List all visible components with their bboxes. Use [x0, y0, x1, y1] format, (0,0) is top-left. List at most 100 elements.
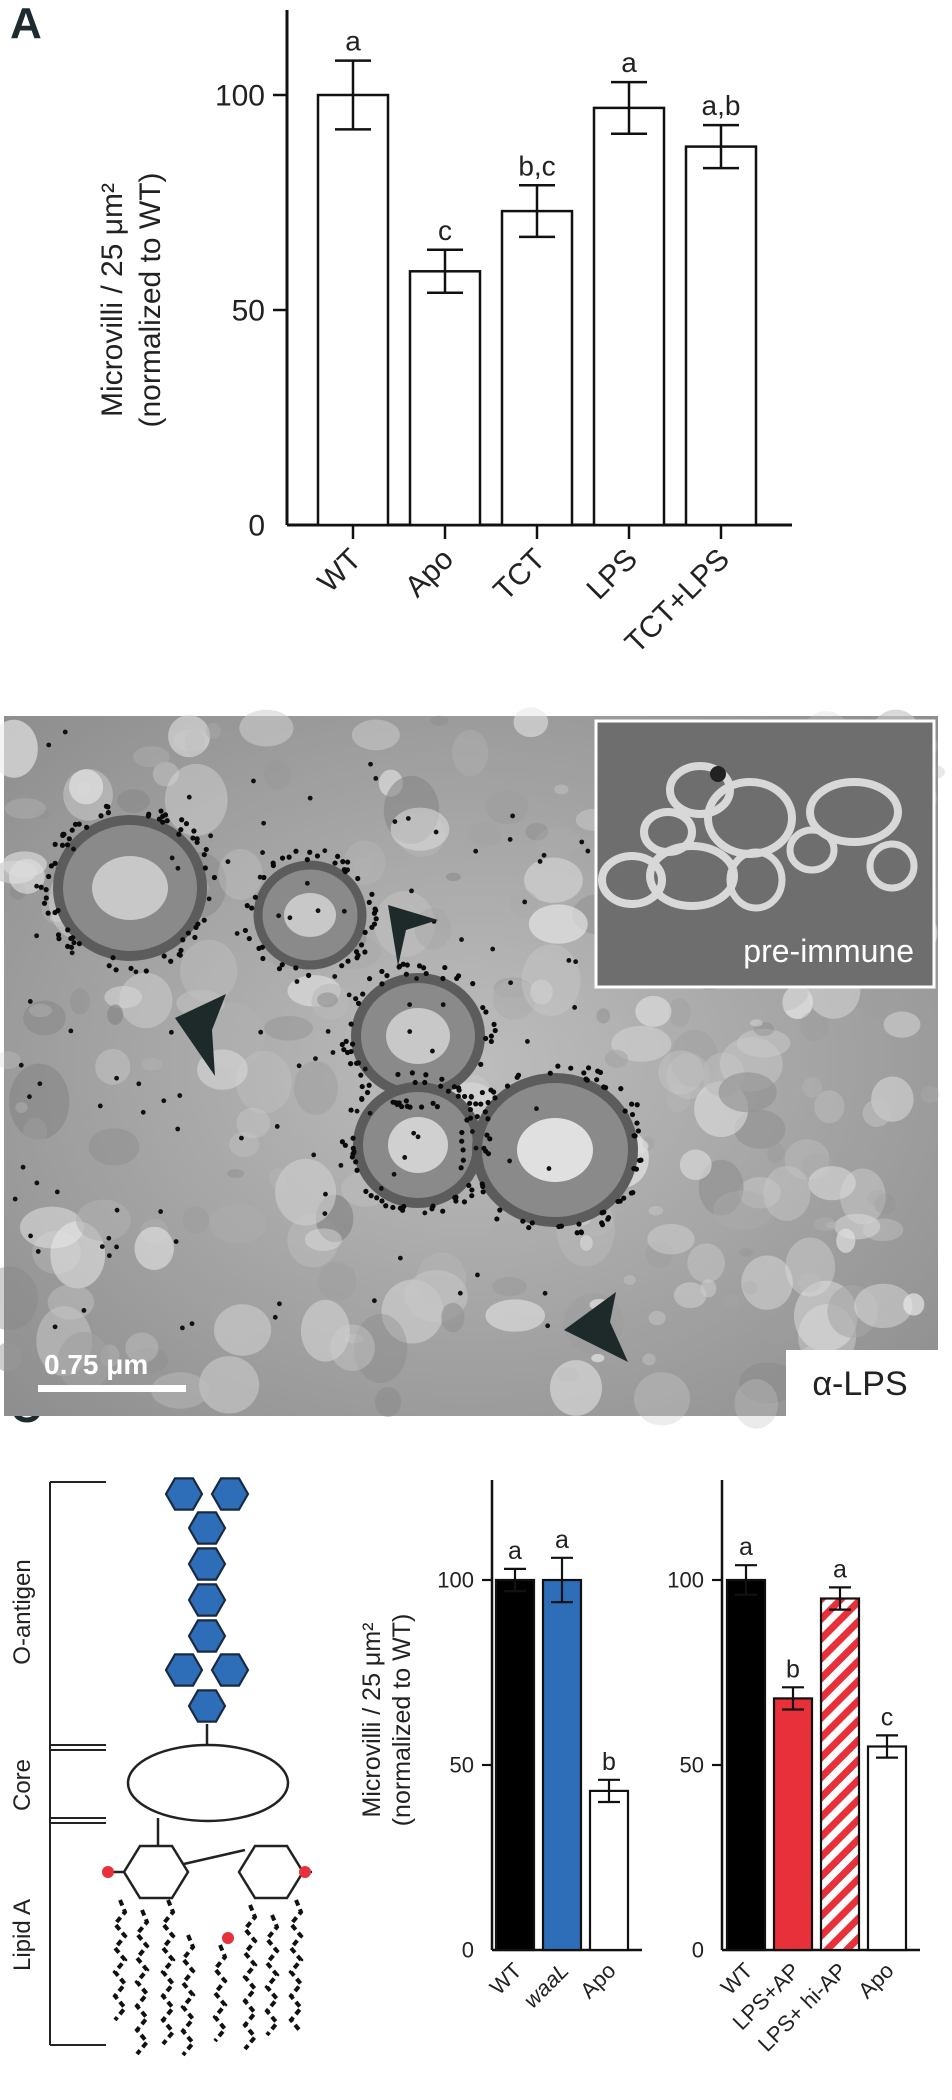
- gold-particle: [169, 855, 175, 861]
- microvillus-3: [351, 973, 485, 1099]
- gold-particle: [52, 860, 58, 866]
- arrowhead-1: [388, 905, 438, 966]
- gold-particle: [430, 1100, 436, 1106]
- gold-particle: [276, 913, 282, 919]
- gold-particle: [460, 1147, 466, 1153]
- gold-particle: [622, 1108, 628, 1114]
- gold-particle: [27, 1094, 32, 1100]
- gold-particle: [546, 1166, 552, 1171]
- texture-blob: [184, 729, 205, 756]
- gold-particle: [480, 1189, 486, 1195]
- microvillus-4: [353, 1082, 483, 1208]
- texture-blob: [69, 769, 104, 805]
- gold-particle: [547, 1070, 553, 1076]
- gold-particle: [342, 869, 349, 875]
- gold-particle: [405, 816, 411, 821]
- sugar-hexagon: [187, 1619, 227, 1653]
- gold-particle: [114, 1244, 119, 1250]
- stain-label: α-LPS: [812, 1365, 907, 1403]
- gold-particle: [18, 1062, 24, 1068]
- chart-a-xtick-label: WT: [312, 543, 368, 599]
- gold-particle: [404, 1103, 410, 1109]
- chart-a-bar: [408, 270, 482, 527]
- gold-particle: [339, 963, 345, 969]
- texture-blob: [452, 729, 489, 777]
- acyl-chain: [180, 1934, 196, 2057]
- gold-particle: [307, 849, 313, 855]
- gold-particle: [106, 1235, 112, 1241]
- gold-particle: [403, 1098, 409, 1104]
- texture-blob: [140, 1058, 163, 1071]
- gold-particle: [434, 1104, 440, 1110]
- acyl-chain: [288, 1899, 304, 2034]
- texture-blob: [57, 1331, 110, 1392]
- gold-particle: [360, 991, 366, 997]
- gold-particle: [164, 818, 170, 824]
- gold-particle: [421, 965, 427, 971]
- gold-particle: [451, 1084, 458, 1090]
- gold-particle: [59, 842, 66, 848]
- texture-blob: [920, 1086, 940, 1104]
- gold-particle: [349, 1041, 356, 1047]
- gold-particle: [484, 1132, 490, 1138]
- gold-particle: [601, 1209, 607, 1215]
- gold-particle: [339, 1139, 346, 1145]
- microvillus-1: [53, 815, 207, 961]
- gold-particle: [128, 965, 134, 971]
- chart-a-xtick-label: LPS: [581, 543, 644, 606]
- gold-particle: [400, 961, 406, 967]
- chart-c1-significance-label: b: [602, 1748, 616, 1776]
- gold-particle: [522, 899, 528, 905]
- gold-particle: [353, 996, 359, 1002]
- texture-blob: [763, 1165, 811, 1221]
- texture-blob: [69, 988, 90, 1015]
- gold-particle: [469, 1187, 475, 1193]
- chart-a-xtick-label: TCT: [487, 543, 552, 608]
- gold-particle: [373, 916, 379, 922]
- gold-particle: [460, 1157, 466, 1163]
- gold-particle: [379, 968, 385, 975]
- gold-particle: [27, 999, 33, 1004]
- gold-particle: [455, 1093, 461, 1099]
- texture-blob: [208, 1203, 267, 1244]
- gold-particle: [304, 857, 310, 863]
- texture-blob: [698, 1159, 744, 1216]
- texture-blob: [862, 1099, 892, 1127]
- gold-particle: [366, 976, 373, 982]
- gold-particle: [76, 821, 82, 827]
- gold-particle: [397, 1255, 403, 1261]
- gold-particle: [211, 874, 218, 881]
- gold-particle: [468, 1093, 474, 1099]
- gold-particle: [277, 1301, 282, 1307]
- gold-particle: [62, 729, 68, 735]
- gold-particle: [635, 1128, 641, 1134]
- texture-blob: [218, 848, 263, 900]
- chart-a-bar: [316, 93, 390, 527]
- texture-blob: [180, 939, 238, 1003]
- gold-particle: [383, 1203, 389, 1209]
- gold-particle: [392, 819, 398, 825]
- texture-blob: [524, 857, 583, 903]
- gold-particle: [335, 853, 341, 859]
- texture-blob: [0, 1051, 21, 1070]
- texture-blob: [791, 1084, 804, 1100]
- gold-particle: [246, 935, 252, 942]
- gold-particle: [54, 1189, 60, 1195]
- gold-particle: [341, 1046, 347, 1053]
- texture-blob: [275, 1158, 337, 1226]
- gold-particle: [482, 1109, 488, 1115]
- texture-blob: [741, 1255, 793, 1310]
- texture-blob: [132, 746, 170, 768]
- gold-particle: [175, 1126, 181, 1132]
- gold-particle: [244, 903, 250, 909]
- gold-particle: [440, 975, 446, 982]
- o-antigen-sugars: [164, 1477, 250, 1745]
- gold-particle: [368, 761, 373, 767]
- gold-particle: [52, 841, 58, 847]
- texture-blob: [47, 1284, 95, 1320]
- gold-particle: [487, 1136, 493, 1142]
- gold-particle: [66, 836, 72, 842]
- texture-blob: [611, 1025, 672, 1062]
- gold-particle: [234, 931, 240, 936]
